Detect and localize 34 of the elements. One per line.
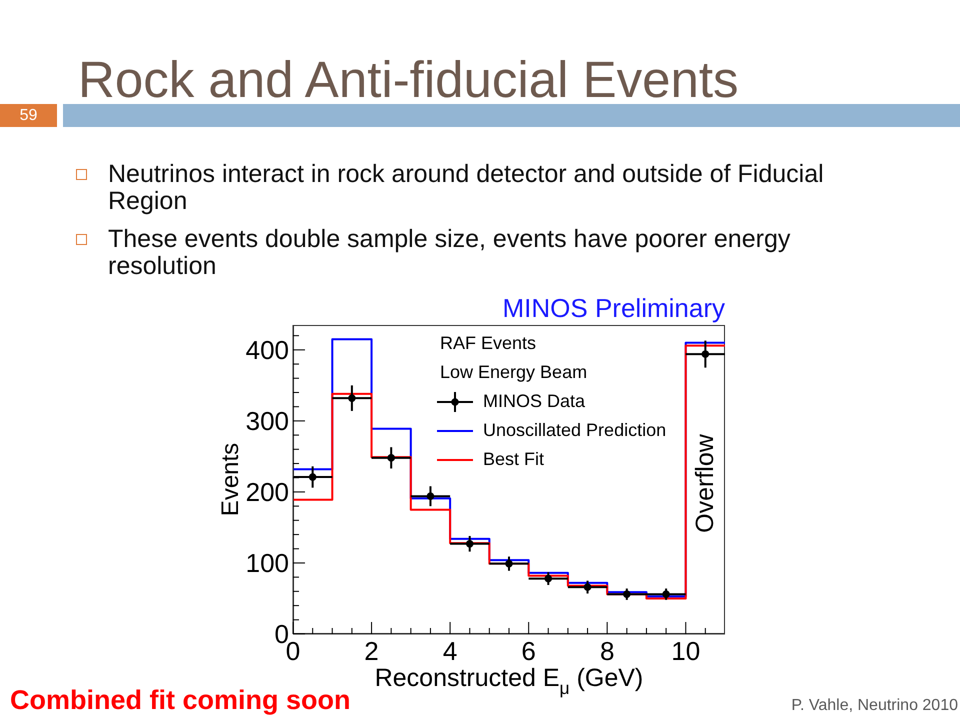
point xyxy=(466,540,474,548)
chart-subtitle: MINOS Preliminary xyxy=(502,293,725,323)
text: Neutrinos interact in rock around detector and outside of Fiducial Region xyxy=(108,160,825,215)
x-tick-label: 6 xyxy=(521,636,536,666)
annotation: Overflow xyxy=(691,433,719,533)
legend-label: MINOS Data xyxy=(483,391,586,412)
legend-label: Unoscillated Prediction xyxy=(483,420,666,441)
annotation: Low Energy Beam xyxy=(440,362,588,382)
point xyxy=(348,394,356,402)
x-axis-title: Reconstructed E$_{μ}$ (GeV) xyxy=(374,664,644,698)
x-tick-label: 10 xyxy=(671,636,700,666)
point xyxy=(387,454,395,462)
point xyxy=(505,560,513,568)
y-axis-title: Events xyxy=(216,442,244,516)
point xyxy=(308,473,316,481)
x-tick-label: 2 xyxy=(364,636,379,666)
text: These events double sample size, events have poorer energy resolution xyxy=(108,225,792,280)
point xyxy=(584,583,592,591)
point xyxy=(544,574,552,582)
annotation: RAF Events xyxy=(440,333,536,353)
x-tick-label: 8 xyxy=(600,636,614,666)
y-tick-label: 300 xyxy=(246,406,289,436)
point xyxy=(623,590,631,598)
y-tick-label: 200 xyxy=(246,476,289,507)
text: Combined fit coming soon xyxy=(10,684,350,716)
chart-title: Rock and Anti-fiducial Events xyxy=(78,51,739,108)
text: P. Vahle, Neutrino 2010 xyxy=(791,696,958,716)
point xyxy=(702,350,710,358)
point xyxy=(426,492,434,500)
point xyxy=(662,590,670,598)
x-tick-label: 4 xyxy=(442,636,458,666)
legend-label: Best Fit xyxy=(483,449,544,470)
y-tick-label: 100 xyxy=(246,548,289,578)
y-tick-label: 400 xyxy=(246,334,289,365)
